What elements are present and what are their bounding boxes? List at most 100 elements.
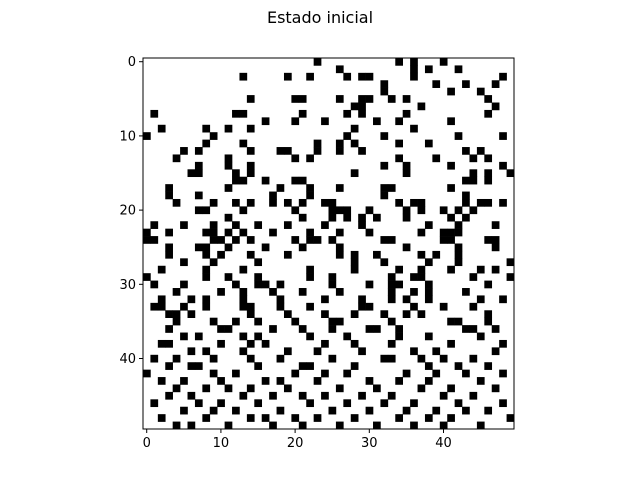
alive-cell [417, 265, 426, 274]
alive-cell [350, 339, 359, 348]
alive-cell [491, 265, 500, 274]
alive-cell [484, 95, 493, 103]
alive-cell [484, 406, 493, 415]
alive-cell [417, 206, 426, 215]
alive-cell [209, 132, 218, 140]
alive-cell [380, 87, 389, 96]
alive-cell [298, 95, 307, 103]
alive-cell [172, 154, 181, 163]
alive-cell [424, 65, 433, 74]
alive-cell [246, 414, 255, 422]
alive-cell [402, 213, 411, 222]
alive-cell [402, 95, 411, 103]
alive-cell [150, 109, 159, 118]
alive-cell [402, 243, 411, 252]
alive-cell [246, 302, 255, 311]
alive-cell [358, 72, 366, 81]
alive-cell [180, 280, 188, 289]
alive-cell [246, 169, 255, 178]
alive-cell [313, 347, 322, 356]
alive-cell [506, 169, 515, 178]
alive-cell [454, 399, 463, 408]
alive-cell [484, 317, 493, 326]
alive-cell [358, 109, 366, 118]
alive-cell [172, 421, 181, 430]
alive-cell [202, 139, 211, 148]
alive-cell [424, 295, 433, 304]
alive-cell [254, 362, 263, 370]
alive-cell [283, 198, 292, 207]
alive-cell [387, 95, 396, 103]
alive-cell [187, 310, 196, 318]
alive-cell [410, 58, 418, 66]
alive-cell [172, 310, 181, 318]
alive-cell [165, 184, 173, 192]
alive-cell [499, 339, 507, 348]
alive-cell [180, 221, 188, 229]
alive-cell [454, 132, 463, 140]
alive-cell [150, 354, 159, 363]
y-tick-label: 0 [128, 55, 136, 70]
alive-cell [239, 295, 248, 304]
alive-cell [180, 406, 188, 415]
alive-cell [484, 362, 493, 370]
alive-cell [402, 206, 411, 215]
alive-cell [269, 391, 277, 400]
cell-layer [143, 58, 515, 430]
alive-cell [469, 206, 478, 215]
alive-cell [306, 184, 314, 192]
plot-frame [142, 57, 515, 430]
alive-cell [261, 117, 270, 126]
alive-cell [224, 228, 233, 237]
alive-cell [462, 191, 470, 200]
alive-cell [298, 243, 307, 252]
alive-cell [335, 250, 344, 259]
alive-cell [491, 102, 500, 111]
alive-cell [239, 206, 248, 215]
alive-cell [358, 95, 366, 103]
alive-cell [261, 280, 270, 289]
alive-cell [194, 206, 203, 215]
alive-cell [373, 117, 381, 126]
alive-cell [298, 391, 307, 400]
alive-cell [321, 198, 329, 207]
alive-cell [283, 250, 292, 259]
alive-cell [261, 414, 270, 422]
alive-cell [439, 228, 448, 237]
alive-cell [328, 273, 337, 281]
alive-cell [276, 302, 285, 311]
alive-cell [387, 295, 396, 304]
alive-cell [276, 280, 285, 289]
alive-cell [232, 236, 240, 244]
alive-cell [298, 421, 307, 430]
alive-cell [194, 169, 203, 178]
alive-cell [321, 117, 329, 126]
alive-cell [187, 169, 196, 178]
alive-cell [172, 198, 181, 207]
alive-cell [454, 250, 463, 259]
alive-cell [143, 132, 151, 140]
alive-cell [335, 95, 344, 103]
alive-cell [291, 154, 300, 163]
alive-cell [306, 228, 314, 237]
alive-cell [365, 302, 374, 311]
alive-cell [165, 250, 173, 259]
alive-cell [454, 258, 463, 267]
alive-cell [202, 228, 211, 237]
alive-cell [261, 243, 270, 252]
alive-cell [306, 362, 314, 370]
alive-cell [424, 221, 433, 229]
alive-cell [365, 280, 374, 289]
alive-cell [157, 377, 166, 385]
alive-cell [157, 339, 166, 348]
alive-cell [469, 325, 478, 333]
alive-cell [395, 414, 403, 422]
alive-cell [395, 280, 403, 289]
alive-cell [254, 399, 263, 408]
alive-cell [335, 288, 344, 296]
alive-cell [269, 191, 277, 200]
alive-cell [165, 228, 173, 237]
alive-cell [350, 265, 359, 274]
alive-cell [209, 258, 218, 267]
alive-cell [395, 325, 403, 333]
